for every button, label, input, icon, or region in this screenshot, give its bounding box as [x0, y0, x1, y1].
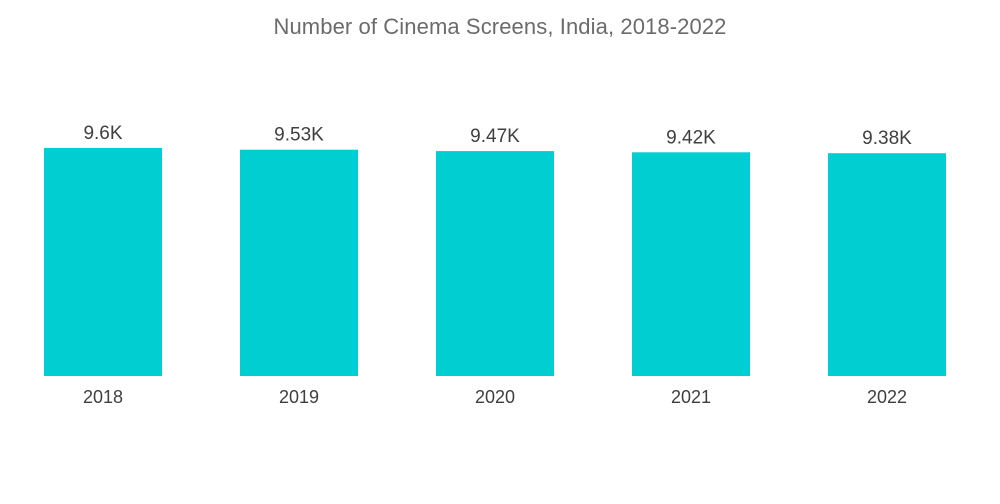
x-tick-label-2020: 2020 — [475, 387, 515, 407]
value-label-2021: 9.42K — [666, 127, 716, 148]
bar-2022 — [828, 153, 946, 376]
value-label-2022: 9.38K — [862, 128, 912, 149]
x-tick-label-2021: 2021 — [671, 387, 711, 407]
value-label-2018: 9.6K — [83, 123, 122, 144]
x-tick-label-2022: 2022 — [867, 387, 907, 407]
value-label-2019: 9.53K — [274, 125, 324, 146]
x-tick-label-2019: 2019 — [279, 387, 319, 407]
x-tick-label-2018: 2018 — [83, 387, 123, 407]
value-label-2020: 9.47K — [470, 126, 520, 147]
x-axis-ticks-layer: 2018 2019 2020 2021 2022 — [83, 387, 907, 407]
bar-2018 — [44, 148, 162, 376]
bar-2021 — [632, 152, 750, 376]
bars-layer — [44, 148, 946, 376]
value-labels-layer: 9.6K 9.53K 9.47K 9.42K 9.38K — [83, 123, 912, 149]
bar-2020 — [436, 151, 554, 376]
bar-2019 — [240, 149, 358, 376]
chart-title: Number of Cinema Screens, India, 2018-20… — [273, 14, 727, 39]
